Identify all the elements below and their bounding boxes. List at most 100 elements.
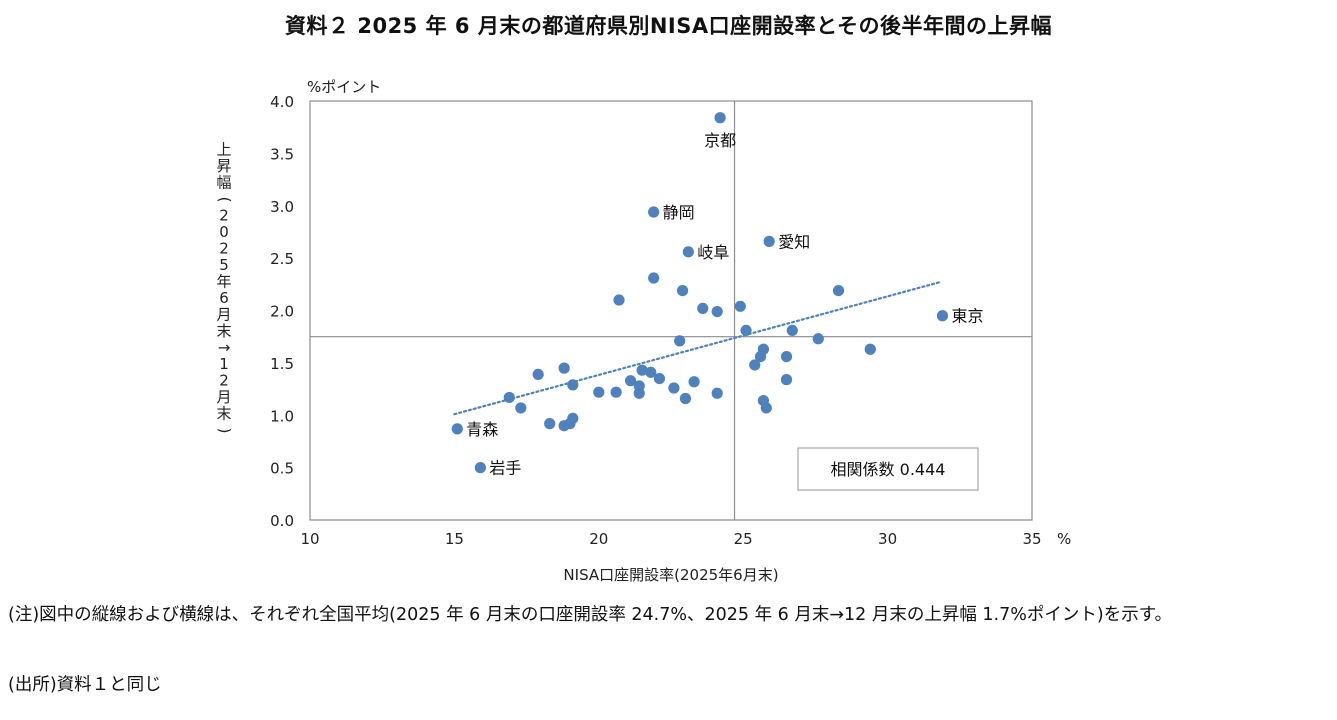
y-axis-label-char: 末: [216, 322, 231, 340]
data-point: [636, 364, 648, 376]
data-point: [610, 386, 622, 398]
y-axis-label-char: 昇: [216, 157, 231, 175]
axis-ticks: 10 15 20 25 30 35 0.0 0.5 1.0 1.5 2.0 2.5 3.0 3.5 4.0: [270, 93, 1041, 548]
data-point: [812, 333, 824, 345]
y-axis-label-char: 0: [219, 223, 229, 241]
x-tick-label: 25: [734, 530, 753, 548]
mean-reference-lines: [310, 101, 1032, 520]
plot-area: [309, 100, 1033, 521]
x-tick-label: 15: [445, 530, 464, 548]
data-point: [734, 300, 746, 312]
correlation-label: 相関係数 0.444: [831, 460, 946, 479]
data-point: [532, 368, 544, 380]
data-point: [645, 366, 657, 378]
y-axis-label-char: 上: [216, 141, 231, 159]
source-note: (出所)資料１と同じ: [8, 675, 162, 695]
data-point: [697, 302, 709, 315]
data-point: [714, 112, 726, 124]
x-tick-label: 20: [589, 530, 608, 548]
data-point: [749, 359, 761, 371]
data-point: [633, 387, 645, 399]
data-point: [544, 418, 556, 430]
y-axis-label-char: 年: [216, 273, 231, 291]
data-point: [648, 206, 660, 218]
data-point: [780, 350, 793, 363]
y-tick-label: 4.0: [270, 93, 294, 111]
point-label: 東京: [951, 307, 983, 326]
correlation-box: 相関係数 0.444: [797, 447, 979, 491]
footnote: (注)図中の縦線および横線は、それぞれ全国平均(2025 年 6 月末の口座開設…: [8, 605, 1172, 625]
data-point: [832, 284, 845, 297]
y-tick-label: 1.5: [270, 355, 294, 373]
data-point: [936, 310, 949, 322]
y-axis-label-char: ): [216, 428, 234, 434]
point-label: 岩手: [489, 459, 521, 478]
data-point: [564, 418, 576, 430]
point-label: 京都: [704, 131, 736, 150]
y-axis-label-char: 5: [219, 256, 229, 274]
point-label: 岐阜: [697, 243, 729, 262]
y-axis-label-char: 末: [216, 405, 231, 423]
y-tick-label: 3.0: [270, 198, 294, 216]
y-axis-label-char: 1: [219, 355, 229, 373]
data-point: [780, 374, 793, 386]
y-axis-label-char: 2: [219, 372, 229, 390]
y-axis-label-char: 月: [216, 306, 231, 324]
trendline-dotted: [453, 281, 941, 416]
data-point: [613, 294, 625, 306]
point-label: 愛知: [778, 232, 810, 251]
y-tick-label: 3.5: [270, 145, 294, 163]
data-point: [648, 272, 660, 284]
trendline: [453, 281, 941, 416]
data-point: [676, 284, 689, 297]
plot-border: [309, 100, 1033, 521]
data-point: [786, 324, 798, 337]
chart-title: 資料２ 2025 年 6 月末の都道府県別NISA口座開設率とその後半年間の上昇…: [285, 14, 1052, 38]
data-point: [515, 402, 527, 414]
data-point: [760, 402, 772, 414]
data-point: [593, 386, 605, 398]
y-tick-label: 1.0: [270, 407, 294, 425]
y-tick-label: 0.0: [270, 512, 294, 530]
data-point: [682, 246, 694, 258]
y-axis-label-char: 2: [219, 240, 229, 258]
point-label: 青森: [466, 420, 498, 439]
y-tick-label: 2.5: [270, 250, 294, 268]
data-point: [754, 350, 767, 363]
correlation-box-frame: [797, 447, 979, 491]
data-point: [474, 462, 486, 474]
data-point: [624, 375, 637, 387]
data-point: [763, 235, 775, 247]
y-axis-label-char: 幅: [216, 174, 231, 192]
y-axis-label-char: →: [218, 339, 231, 357]
data-point: [711, 305, 723, 318]
data-point: [653, 372, 666, 385]
y-axis-label-char: 2: [219, 207, 229, 225]
x-tick-label: 35: [1022, 530, 1041, 548]
data-point: [668, 382, 680, 394]
y-axis-unit: %ポイント: [307, 78, 381, 96]
data-point: [674, 335, 686, 347]
data-point: [679, 392, 692, 405]
data-point: [864, 343, 876, 355]
data-point: [740, 324, 752, 337]
axis-labels: NISA口座開設率(2025年6月末)%%ポイント上昇幅(2025年6月末→12…: [216, 78, 1072, 584]
x-axis-unit: %: [1057, 530, 1071, 548]
y-tick-label: 2.0: [270, 303, 294, 321]
x-tick-label: 30: [878, 530, 897, 548]
y-axis-label-char: 月: [216, 388, 231, 406]
point-label: 静岡: [663, 203, 695, 222]
y-axis-label-char: (: [216, 197, 234, 203]
x-tick-label: 10: [300, 530, 319, 548]
data-point: [558, 362, 570, 374]
data-point: [567, 379, 579, 391]
x-axis-label: NISA口座開設率(2025年6月末): [563, 566, 778, 584]
y-axis-label-char: 6: [219, 289, 229, 307]
data-point: [451, 423, 463, 435]
data-point: [503, 391, 515, 404]
y-tick-label: 0.5: [270, 460, 294, 478]
data-point: [711, 387, 723, 399]
data-point: [688, 376, 700, 388]
